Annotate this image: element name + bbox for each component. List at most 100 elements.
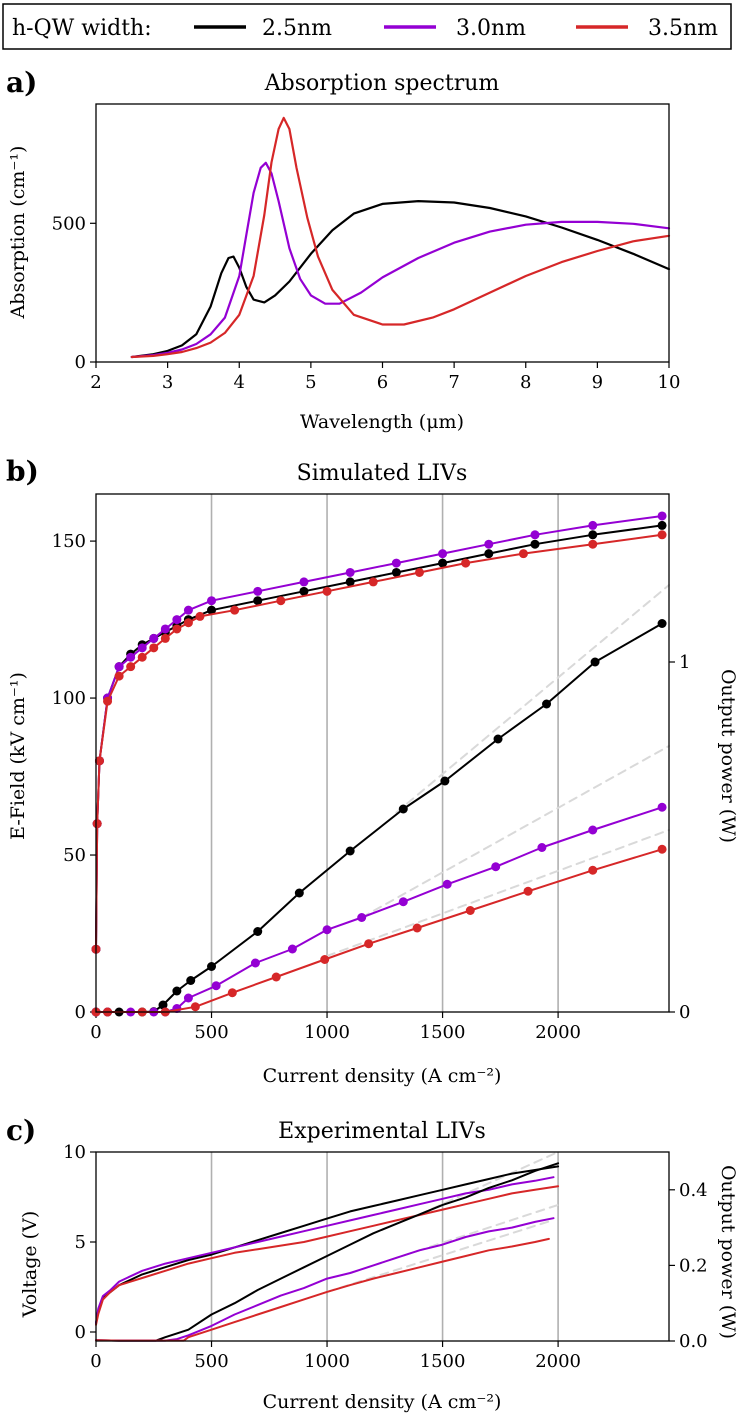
- data-point-2p5nm: [398, 804, 408, 814]
- voltage-line-3p5nm: [95, 1185, 560, 1326]
- data-point-3p0nm: [253, 586, 263, 596]
- data-point-2p5nm: [299, 586, 309, 596]
- x-tick-label-a: 2: [90, 372, 101, 393]
- data-point-3p5nm: [160, 633, 170, 643]
- data-point-3p5nm: [322, 586, 332, 596]
- data-point-3p0nm: [357, 913, 367, 922]
- data-point-3p5nm: [523, 886, 533, 896]
- efield-line-3p5nm: [95, 533, 664, 951]
- data-point-3p0nm: [442, 879, 452, 889]
- plot-frame-c: [95, 1151, 670, 1342]
- data-point-2p5nm: [158, 1000, 168, 1010]
- data-point-3p5nm: [276, 596, 286, 606]
- panel-c: c) Experimental LIVs Current density (A …: [6, 1114, 739, 1413]
- data-point-3p0nm: [491, 862, 501, 872]
- efield-line-2p5nm: [95, 524, 664, 951]
- data-point-2p5nm: [493, 734, 503, 744]
- x-axis-label-a: Wavelength (μm): [300, 411, 464, 433]
- fit-line-b-3p5nm: [326, 829, 670, 957]
- panel-label-b: b): [6, 455, 39, 488]
- x-tick-label-c: 1000: [304, 1351, 350, 1372]
- data-point-2p5nm: [542, 699, 552, 709]
- data-point-3p0nm: [391, 558, 401, 568]
- data-point-3p5nm: [412, 923, 422, 933]
- panel-label-c: c): [6, 1114, 36, 1147]
- y-tick-label-c: 5: [75, 1232, 86, 1253]
- x-tick-label-c: 2000: [535, 1351, 581, 1372]
- data-point-2p5nm: [172, 986, 182, 996]
- data-point-3p5nm: [149, 643, 159, 653]
- absorption-line-3p0nm: [130, 161, 671, 359]
- x-tick-label-b: 500: [194, 1022, 228, 1043]
- data-point-3p0nm: [149, 633, 159, 643]
- data-point-3p0nm: [250, 958, 260, 968]
- voltage-line-3p0nm: [95, 1176, 555, 1324]
- data-point-3p5nm: [195, 611, 205, 621]
- data-point-2p5nm: [588, 530, 598, 540]
- x-tick-label-a: 10: [658, 372, 681, 393]
- data-point-3p0nm: [211, 981, 221, 991]
- plot-frame-b: [95, 493, 670, 1013]
- data-point-3p0nm: [530, 530, 540, 540]
- data-point-3p0nm: [183, 605, 193, 615]
- data-point-3p0nm: [160, 624, 170, 634]
- y-tick-label-c: 0: [75, 1322, 86, 1343]
- data-point-2p5nm: [345, 846, 355, 856]
- data-point-3p5nm: [588, 539, 598, 549]
- data-point-3p0nm: [484, 539, 494, 549]
- data-point-3p0nm: [126, 652, 136, 662]
- data-point-2p5nm: [207, 605, 217, 615]
- data-point-2p5nm: [345, 577, 355, 587]
- panel-title-a: Absorption spectrum: [264, 71, 500, 96]
- data-point-3p5nm: [172, 624, 182, 634]
- data-point-3p0nm: [588, 520, 598, 530]
- data-point-3p5nm: [414, 567, 424, 577]
- y2-tick-label-b: 1: [679, 652, 690, 673]
- data-point-3p5nm: [364, 939, 374, 949]
- data-point-2p5nm: [440, 776, 450, 786]
- power-line-c-2p5nm: [95, 1162, 560, 1342]
- data-point-3p5nm: [271, 972, 281, 982]
- data-point-3p5nm: [230, 605, 240, 615]
- panel-a: a) Absorption spectrum Wavelength (μm) A…: [6, 66, 680, 433]
- x-tick-label-c: 1500: [420, 1351, 466, 1372]
- y2-axis-label-b: Output power (W): [717, 669, 739, 843]
- x-tick-label-b: 1500: [420, 1022, 466, 1043]
- fit-line-c-2p5nm: [418, 1151, 560, 1216]
- data-point-2p5nm: [207, 962, 217, 971]
- data-point-3p5nm: [137, 652, 147, 662]
- data-point-3p0nm: [345, 567, 355, 577]
- data-point-3p0nm: [322, 925, 332, 935]
- y-tick-label-c: 10: [63, 1142, 86, 1163]
- panel-label-a: a): [6, 66, 37, 99]
- panel-title-c: Experimental LIVs: [278, 1119, 486, 1144]
- data-point-2p5nm: [186, 976, 196, 985]
- y2-tick-label-c: 0.4: [679, 1180, 708, 1201]
- x-tick-label-b: 0: [90, 1022, 101, 1043]
- y-tick-label-a: 0: [75, 352, 86, 373]
- legend-label-3p5nm: 3.5nm: [648, 16, 718, 41]
- x-tick-label-a: 3: [162, 372, 173, 393]
- x-tick-label-a: 4: [234, 372, 245, 393]
- data-point-3p5nm: [126, 662, 136, 672]
- y-axis-label-b: E-Field (kV cm⁻¹): [7, 672, 29, 840]
- data-point-3p5nm: [320, 955, 330, 964]
- data-point-3p5nm: [461, 558, 471, 568]
- y-axis-label-a: Absorption (cm⁻¹): [7, 146, 29, 320]
- y-tick-label-a: 500: [52, 213, 86, 234]
- data-point-3p5nm: [657, 844, 667, 854]
- y2-tick-label-c: 0.2: [679, 1255, 708, 1276]
- data-point-3p5nm: [518, 549, 528, 559]
- data-point-2p5nm: [253, 927, 263, 936]
- x-tick-label-a: 8: [520, 372, 531, 393]
- x-tick-label-a: 6: [377, 372, 388, 393]
- data-point-2p5nm: [530, 539, 540, 549]
- data-point-3p5nm: [183, 618, 193, 628]
- absorption-line-3p5nm: [130, 116, 671, 359]
- data-point-3p5nm: [657, 530, 667, 540]
- data-point-3p0nm: [114, 662, 124, 672]
- x-tick-label-a: 5: [305, 372, 316, 393]
- data-point-3p0nm: [588, 825, 598, 835]
- data-point-3p5nm: [94, 756, 104, 766]
- y-axis-label-c: Voltage (V): [19, 1211, 41, 1318]
